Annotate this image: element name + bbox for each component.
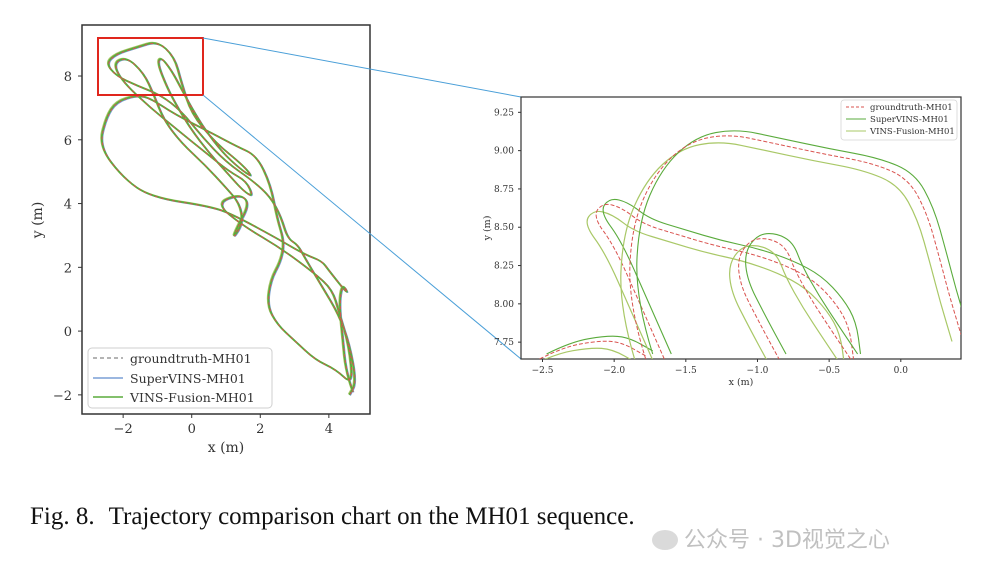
main-y-tick-label: 2 [64,261,72,276]
main-legend: groundtruth-MH01 SuperVINS-MH01 VINS-Fus… [87,347,273,409]
inset-y-tick-label: 9.00 [494,147,514,157]
inset-series-vinsfusion-0 [544,347,632,359]
legend-label-vinsfusion: VINS-Fusion-MH01 [129,390,255,405]
inset-series-vinsfusion-1 [586,210,845,359]
figure-caption-text: Trajectory comparison chart on the MH01 … [108,503,635,530]
main-y-tick-label: 4 [64,198,72,213]
main-trajectory-plot: −2 0 2 4 −2 0 2 4 6 8 x (m) y (m) groundtruth-MH0… [30,24,371,456]
inset-series-vinsfusion-3 [620,142,953,359]
inset-legend-label-vinsfusion: VINS-Fusion-MH01 [869,127,955,137]
main-series-groundtruth [101,43,356,396]
inset-legend-label-supervins: SuperVINS-MH01 [870,115,949,125]
inset-x-tick-label: −1.0 [747,366,769,376]
main-y-tick-label: 0 [64,325,72,340]
main-y-tick-label: 8 [64,70,72,85]
main-y-axis-label: y (m) [30,202,46,240]
inset-series-groundtruth-0 [539,340,646,359]
main-y-tick-label: 6 [64,134,72,149]
inset-y-tick-label: 9.25 [494,108,514,118]
main-x-tick-label: 0 [188,422,196,437]
main-x-tick-label: −2 [114,422,133,437]
main-x-tick-label: 4 [325,422,333,437]
watermark-text: 公众号 · 3D视觉之心 [684,528,890,553]
inset-x-axis-label: x (m) [729,377,754,388]
inset-y-axis-label: y (m) [482,216,493,242]
inset-legend-label-groundtruth: groundtruth-MH01 [870,103,953,113]
inset-series-groundtruth-1 [595,203,854,359]
inset-legend: groundtruth-MH01 SuperVINS-MH01 VINS-Fus… [840,99,958,141]
main-legend-box [87,347,273,409]
inset-series-vinsfusion-2 [729,245,838,359]
inset-y-tick-label: 8.75 [494,185,514,195]
inset-series-supervins-3 [636,130,961,355]
trajectory-figure: −2 0 2 4 −2 0 2 4 6 8 x (m) y (m) groundtruth-MH0… [30,24,962,456]
inset-series-groundtruth-2 [738,238,852,359]
inset-series-supervins-2 [745,233,859,355]
inset-series-supervins-1 [602,198,862,355]
main-y-tick-label: −2 [53,389,72,404]
inset-y-tick-label: 8.25 [494,262,514,272]
figure-number: Fig. 8. [30,503,95,530]
inset-x-tick-label: −2.5 [532,366,554,376]
inset-x-tick-label: −1.5 [675,366,697,376]
zoom-highlight-box [97,37,204,96]
legend-label-groundtruth: groundtruth-MH01 [130,351,252,366]
connector-line-top [202,37,522,98]
inset-plot-frame [520,96,962,360]
figure-caption: Fig. 8. Trajectory comparison chart on th… [30,503,635,531]
inset-series-groundtruth-3 [629,135,961,359]
inset-x-tick-label: −2.0 [603,366,625,376]
inset-y-tick-label: 7.75 [494,338,514,348]
inset-x-tick-label: 0.0 [894,366,909,376]
connector-line-bottom [202,94,522,360]
legend-label-supervins: SuperVINS-MH01 [130,371,246,386]
inset-y-tick-label: 8.00 [494,300,514,310]
inset-y-tick-label: 8.50 [494,223,514,233]
main-x-tick-label: 2 [256,422,264,437]
wechat-logo-icon [652,530,678,550]
zoomed-inset-plot: −2.5 −2.0 −1.5 −1.0 −0.5 0.0 7.75 8.00 8.25 8.50 8… [482,96,962,388]
watermark: 公众号 · 3D视觉之心 [652,522,890,554]
inset-legend-box [840,99,958,141]
main-x-axis-label: x (m) [208,440,245,456]
inset-series-supervins-0 [546,335,653,355]
inset-x-tick-label: −0.5 [818,366,840,376]
